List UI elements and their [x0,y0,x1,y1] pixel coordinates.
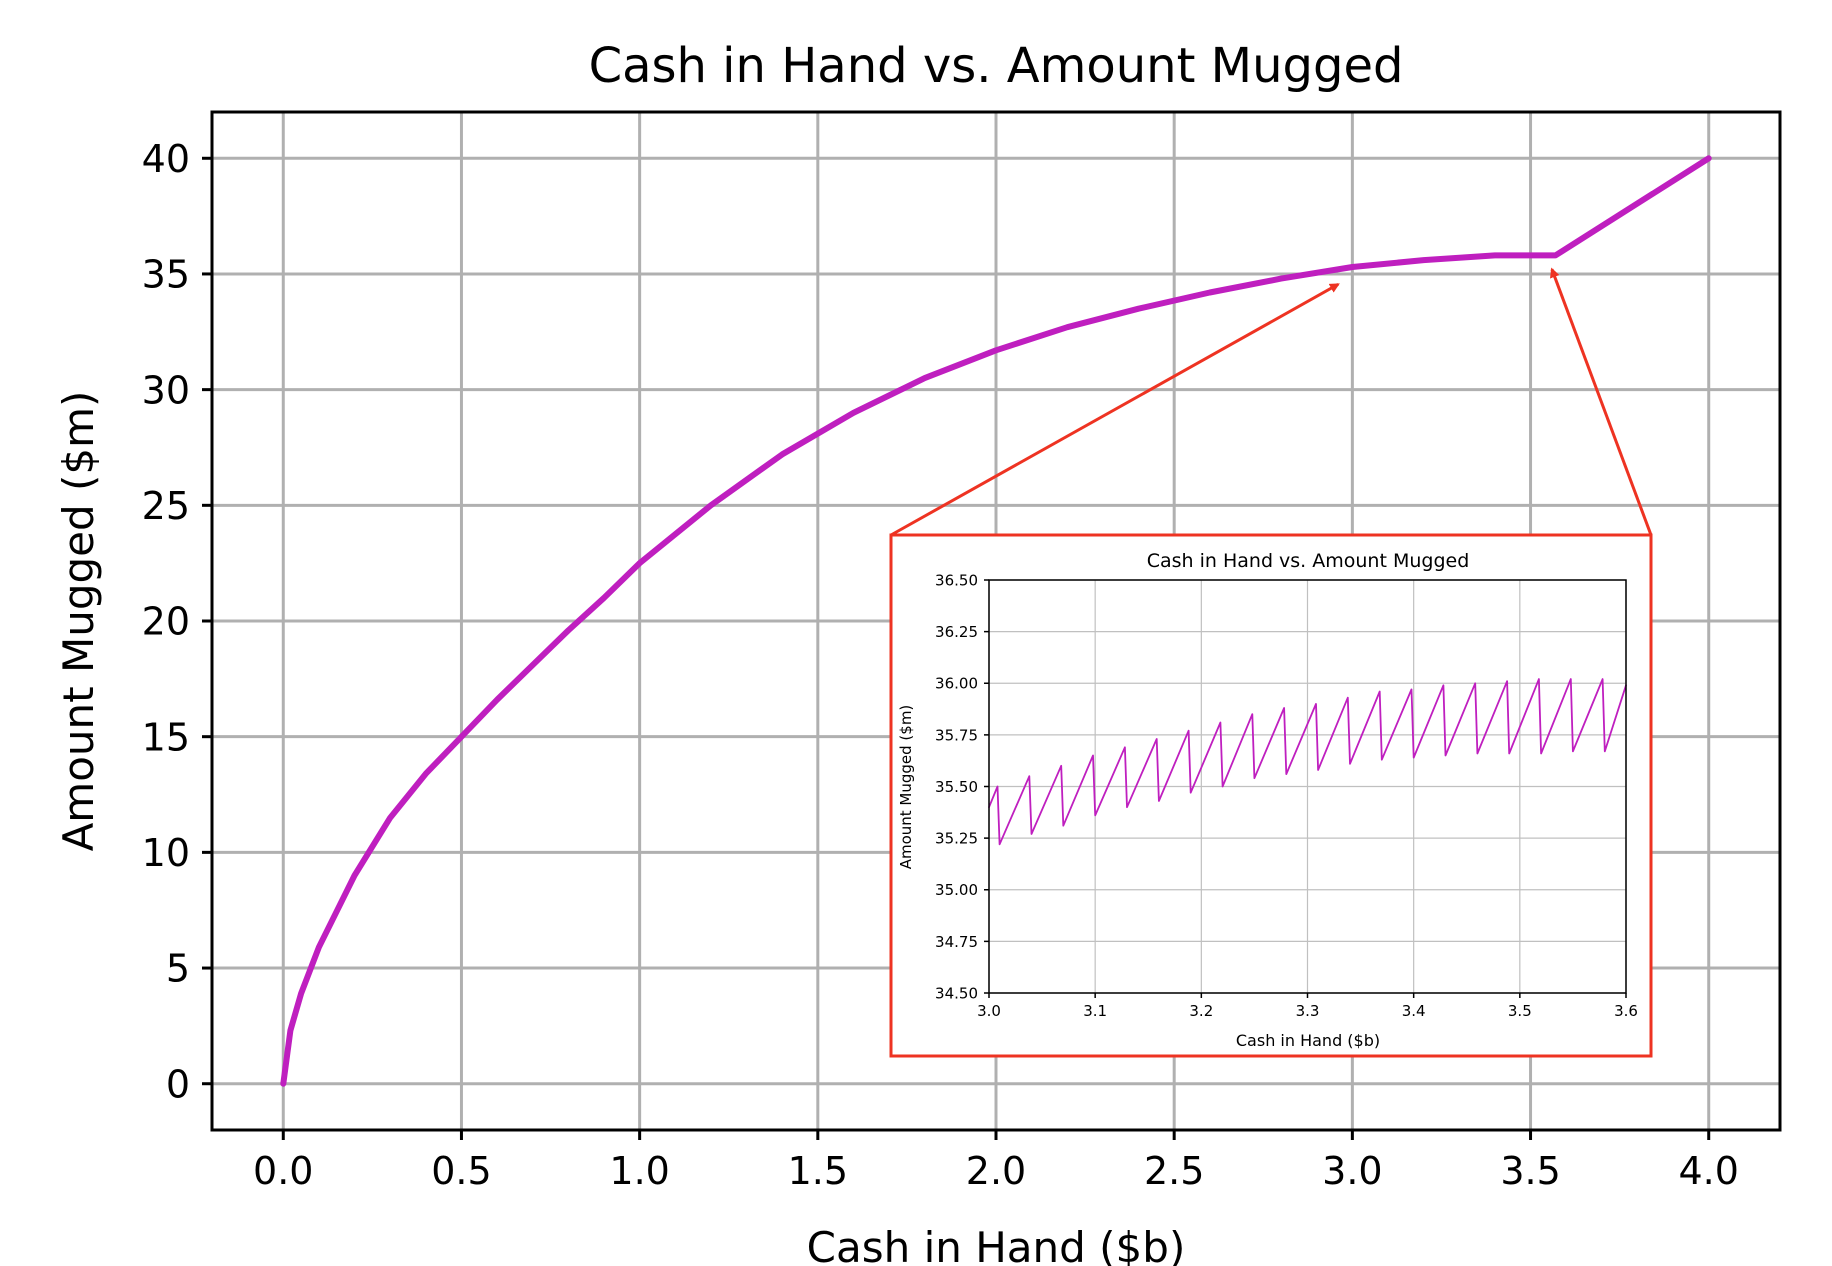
series-line [988,678,1627,846]
y-tick-label: 34.75 [935,933,978,951]
inset-plot-area [988,678,1627,846]
inset-border [889,533,1653,1058]
callout-arrow-left [890,283,1340,537]
x-tick-label: 3.1 [1083,1002,1107,1020]
x-tick-label: 2.0 [966,1149,1026,1193]
main-title: Cash in Hand vs. Amount Mugged [589,38,1404,94]
x-tick-label: 3.0 [977,1002,1001,1020]
y-tick-label: 20 [142,600,190,644]
y-tick-label: 35.25 [935,830,978,848]
inset-y-axis-label: Amount Mugged ($m) [897,705,915,870]
y-tick-label: 40 [142,137,190,181]
inset-ticks: 3.0 3.1 3.2 3.3 3.4 3.5 3.6 34.50 34.75 35.00 35.2… [935,571,1638,1020]
main-y-axis-label: Amount Mugged ($m) [54,391,103,852]
main-x-axis-label: Cash in Hand ($b) [807,1223,1186,1266]
x-tick-label: 3.4 [1402,1002,1426,1020]
y-tick-label: 0 [166,1062,190,1106]
x-tick-label: 1.5 [788,1149,848,1193]
x-tick-label: 0.0 [253,1149,313,1193]
main-plot-area [280,155,1712,1087]
inset-title: Cash in Hand vs. Amount Mugged [1147,550,1470,572]
x-tick-label: 2.5 [1144,1149,1204,1193]
x-tick-label: 4.0 [1679,1149,1739,1193]
y-tick-label: 35.75 [935,726,978,744]
y-tick-label: 36.00 [935,675,978,693]
x-tick-label: 0.5 [431,1149,491,1193]
y-tick-label: 35.50 [935,778,978,796]
y-tick-label: 36.50 [935,571,978,589]
inset-x-axis-label: Cash in Hand ($b) [1236,1031,1380,1050]
y-tick-label: 35 [142,253,190,297]
y-tick-label: 34.50 [935,984,978,1002]
series-line [280,155,1712,1087]
x-tick-label: 3.5 [1508,1002,1532,1020]
y-tick-label: 30 [142,368,190,412]
zoom-callouts [890,267,1653,537]
y-tick-label: 5 [166,947,190,991]
y-tick-label: 10 [142,831,190,875]
x-tick-label: 3.2 [1189,1002,1213,1020]
y-tick-label: 36.25 [935,623,978,641]
y-tick-label: 15 [142,715,190,759]
x-tick-label: 3.6 [1614,1002,1638,1020]
y-tick-label: 25 [142,484,190,528]
x-tick-label: 3.5 [1500,1149,1560,1193]
x-tick-label: 1.0 [609,1149,669,1193]
x-tick-label: 3.3 [1296,1002,1320,1020]
x-tick-label: 3.0 [1322,1149,1382,1193]
callout-arrow-right [1550,267,1653,536]
y-tick-label: 35.00 [935,881,978,899]
main-ticks: 0.0 0.5 1.0 1.5 2.0 2.5 3.0 3.5 4.0 0 5 10 15 20 25 30 3… [142,137,1739,1193]
